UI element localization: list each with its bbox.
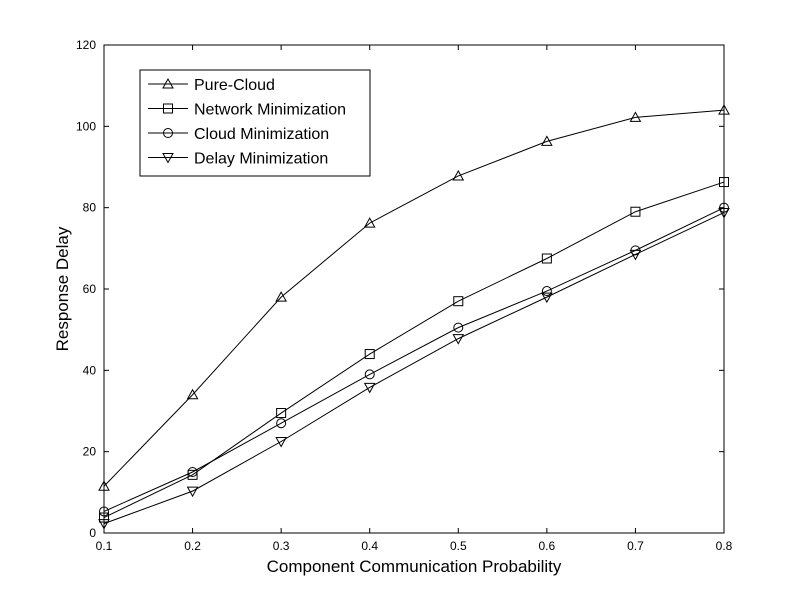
legend-label: Cloud Minimization <box>194 126 329 143</box>
series-group <box>98 104 730 530</box>
legend-label: Delay Minimization <box>194 151 328 168</box>
data-point <box>363 217 376 228</box>
data-point <box>187 469 198 480</box>
data-point <box>275 291 287 302</box>
x-tick-label: 0.5 <box>450 539 467 553</box>
data-point <box>364 369 375 380</box>
data-point <box>452 334 465 345</box>
legend-marker <box>163 128 173 138</box>
legend-item: Pure-Cloud <box>148 77 275 94</box>
data-point <box>363 382 376 394</box>
data-point <box>630 206 641 217</box>
series-line <box>103 212 725 525</box>
y-tick-label: 20 <box>83 445 97 459</box>
legend: Pure-Cloud Network Minimization Cloud Mini… <box>139 69 371 177</box>
data-point <box>453 322 464 333</box>
legend-marker <box>162 77 174 89</box>
y-tick-label: 100 <box>76 119 96 133</box>
data-point <box>275 437 287 448</box>
data-point <box>718 104 730 115</box>
data-point <box>186 486 199 498</box>
data-point <box>629 249 642 261</box>
data-point <box>276 408 287 419</box>
y-tick-label: 60 <box>83 282 97 296</box>
data-point <box>541 253 552 264</box>
legend-label: Pure-Cloud <box>194 77 275 94</box>
data-point <box>186 388 199 400</box>
x-tick-label: 0.2 <box>184 539 201 553</box>
series-line <box>103 181 725 518</box>
data-point <box>364 349 375 360</box>
series-3 <box>98 208 730 530</box>
series-0 <box>98 104 730 491</box>
series-1 <box>99 177 729 523</box>
data-point <box>98 519 110 530</box>
data-point <box>541 292 553 304</box>
x-axis-title: Component Communication Probability <box>267 557 562 576</box>
data-point <box>276 418 287 429</box>
x-tick-label: 0.3 <box>273 539 290 553</box>
data-point <box>98 480 110 491</box>
y-axis-title: Response Delay <box>53 226 72 351</box>
x-tick-label: 0.1 <box>96 539 113 553</box>
legend-marker <box>162 153 174 164</box>
y-tick-label: 40 <box>83 363 97 377</box>
data-point <box>719 202 729 213</box>
legend-label: Network Minimization <box>194 102 346 119</box>
legend-marker <box>163 103 173 114</box>
legend-item: Cloud Minimization <box>148 126 329 143</box>
x-tick-label: 0.8 <box>716 539 733 553</box>
data-point <box>99 506 109 517</box>
data-point <box>541 135 553 146</box>
x-tick-label: 0.4 <box>361 539 378 553</box>
x-tick-label: 0.7 <box>627 539 644 553</box>
data-point <box>718 208 730 219</box>
y-tick-label: 0 <box>89 526 96 540</box>
x-tick-label: 0.6 <box>539 539 556 553</box>
y-tick-label: 120 <box>76 38 96 52</box>
data-point <box>541 286 552 297</box>
legend-item: Network Minimization <box>148 102 346 119</box>
data-point <box>452 169 465 181</box>
legend-item: Delay Minimization <box>148 151 328 168</box>
data-point <box>99 512 109 523</box>
data-point <box>719 177 729 188</box>
legend-box <box>139 69 371 177</box>
data-point <box>453 296 464 307</box>
data-point <box>187 467 198 477</box>
series-line <box>103 109 725 487</box>
y-tick-label: 80 <box>83 201 97 215</box>
series-line <box>103 207 725 512</box>
axis-ticks: 0.1 0.2 0.3 0.4 0.5 0.6 0.7 0.8 0 20 40 60 80 100 120 <box>76 38 733 553</box>
data-point <box>629 111 642 122</box>
